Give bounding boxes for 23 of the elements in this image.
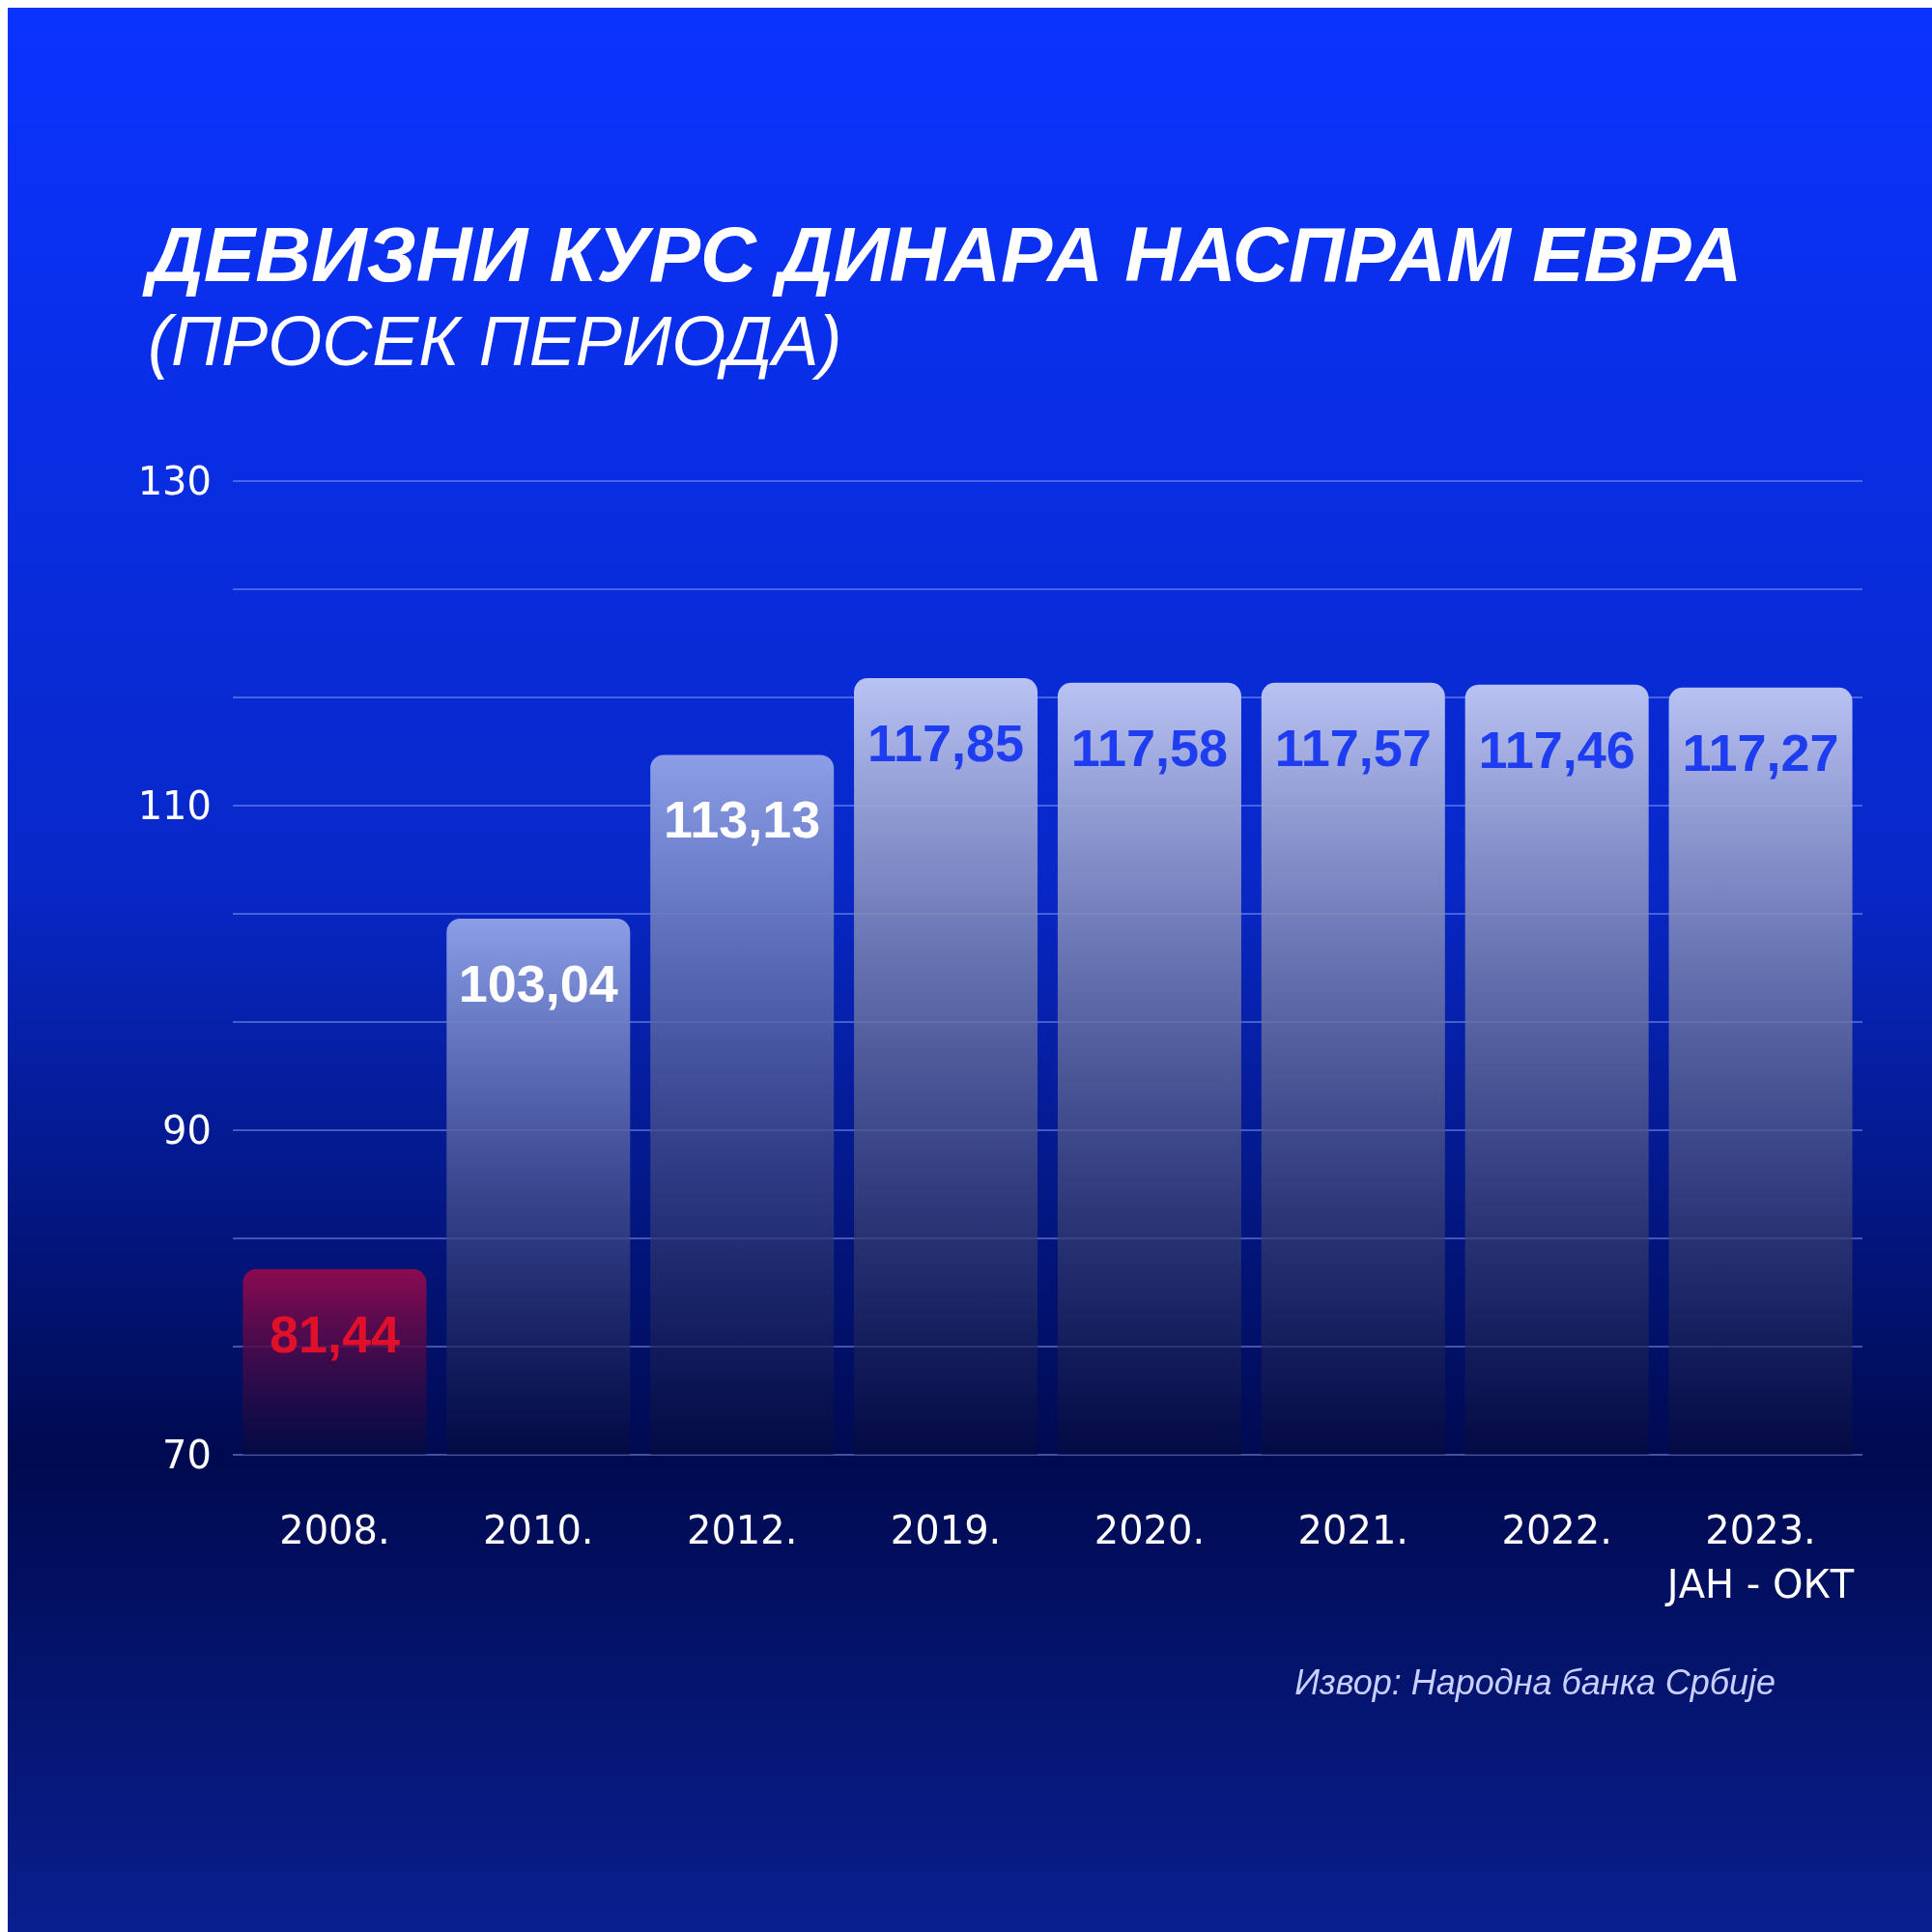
data-label: 81,44 (269, 1304, 401, 1363)
y-tick-label: 90 (162, 1108, 212, 1152)
y-tick-label: 70 (162, 1433, 212, 1477)
text: Извор: Народна банка Србије (1294, 1662, 1776, 1702)
data-label: 113,13 (664, 790, 821, 849)
data-label: 103,04 (458, 953, 618, 1012)
y-tick-label: 110 (137, 783, 212, 828)
x-tick-label: 2012. (686, 1508, 798, 1552)
x-tick-label: 2020. (1094, 1508, 1206, 1552)
chart-title: ДЕВИЗНИ КУРС ДИНАРА НАСПРАМ ЕВРА (142, 211, 1743, 298)
x-tick-label: 2019. (890, 1508, 1002, 1552)
x-tick-label: 2022. (1501, 1508, 1612, 1552)
x-tick-label: 2021. (1297, 1508, 1409, 1552)
data-label: 117,46 (1478, 720, 1635, 779)
x-tick-label: 2010. (483, 1508, 594, 1552)
x-tick-label: 2023. ЈАН - ОКТ (1663, 1508, 1855, 1606)
data-label: 117,57 (1274, 718, 1432, 777)
chart-subtitle: (ПРОСЕК ПЕРИОДА) (148, 302, 842, 380)
data-label: 117,27 (1682, 723, 1839, 781)
data-label: 117,58 (1070, 718, 1229, 777)
data-label: 117,85 (867, 714, 1025, 773)
x-tick-label: 2008. (279, 1508, 390, 1552)
y-tick-label: 130 (137, 459, 212, 503)
